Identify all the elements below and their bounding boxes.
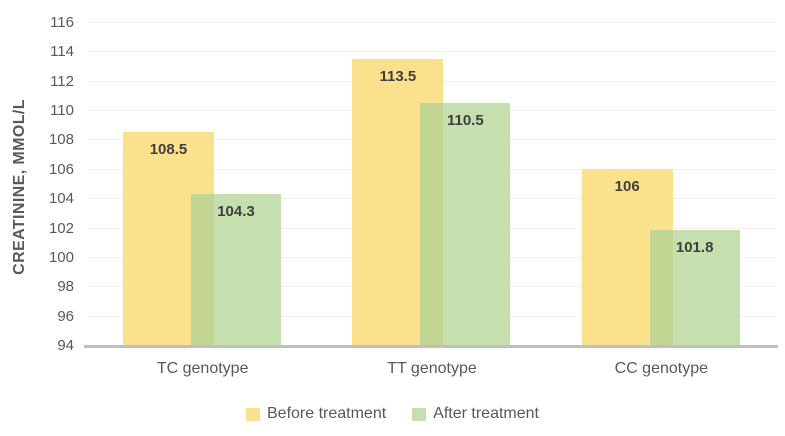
data-label-after: 104.3 <box>217 202 255 220</box>
data-label-before: 113.5 <box>379 67 417 85</box>
y-tick-label: 116 <box>50 14 74 31</box>
data-label-after: 110.5 <box>446 111 484 129</box>
y-tick-label: 110 <box>50 102 74 120</box>
legend-item: After treatment <box>412 405 539 423</box>
legend: Before treatment After treatment <box>0 405 785 423</box>
legend-label: Before treatment <box>267 405 387 422</box>
gridline <box>88 22 776 23</box>
bar-overlap-region <box>420 102 444 345</box>
y-tick-label: 112 <box>50 72 74 90</box>
gridline <box>88 51 776 53</box>
y-tick-label: 108 <box>48 131 74 149</box>
y-tick-label: 96 <box>57 307 74 325</box>
x-category-label: TT genotype <box>387 360 477 377</box>
bar-overlap-region <box>649 230 673 345</box>
y-tick-label: 100 <box>48 248 74 266</box>
data-label-before: 106 <box>614 177 640 195</box>
y-tick-label: 102 <box>48 219 74 237</box>
plot-area: 108.5 104.3 113.5 110.5 106 101.8 <box>88 22 776 345</box>
data-label-before: 108.5 <box>149 141 188 159</box>
legend-item: Before treatment <box>246 405 386 423</box>
legend-swatch-icon <box>246 407 260 421</box>
x-axis-line <box>84 345 778 348</box>
y-tick-label: 106 <box>48 160 74 178</box>
bar-overlap-region <box>191 193 214 345</box>
x-category-label: TC genotype <box>156 360 249 377</box>
x-category-label: CC genotype <box>614 360 709 377</box>
y-tick-label: 104 <box>48 190 74 208</box>
legend-swatch-icon <box>412 407 427 421</box>
y-tick-label: 98 <box>57 278 74 296</box>
data-label-after: 101.8 <box>675 239 714 257</box>
legend-label: After treatment <box>433 405 539 422</box>
x-axis-labels: TC genotype TT genotype CC genotype <box>88 360 776 378</box>
y-tick-label: 94 <box>57 337 74 354</box>
y-tick-label: 114 <box>50 43 74 61</box>
